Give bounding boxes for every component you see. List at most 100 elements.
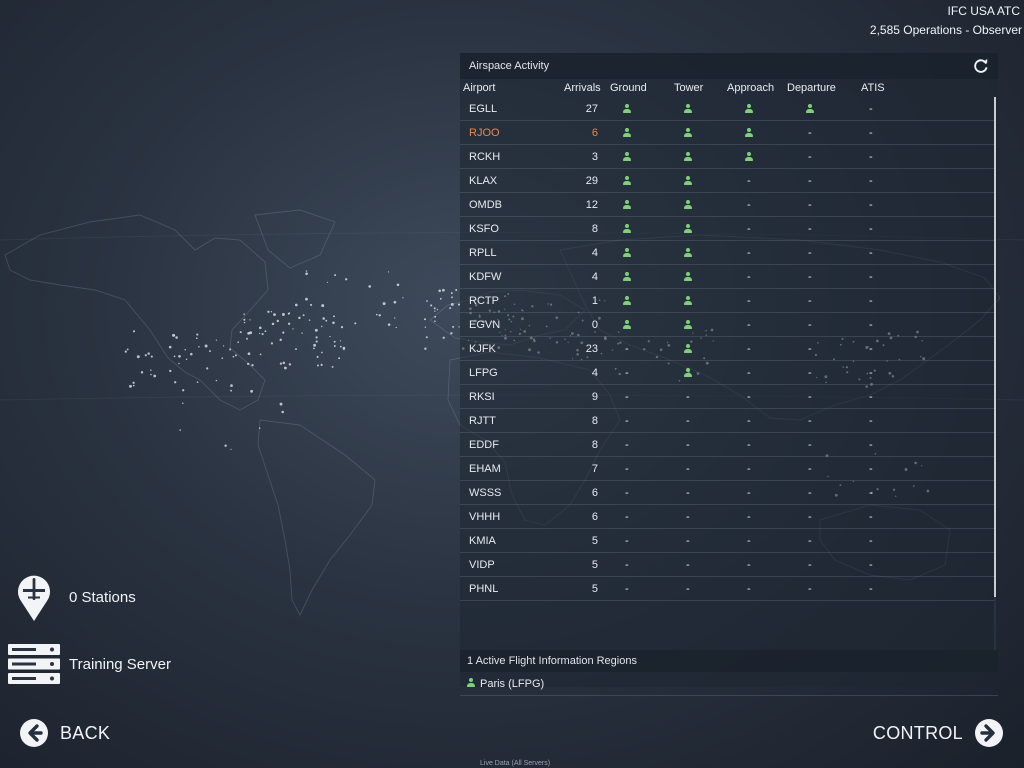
departure-empty: - <box>808 367 812 379</box>
arrivals-count: 6 <box>591 487 598 499</box>
ground-empty: - <box>625 439 629 451</box>
stations-label: 0 Stations <box>69 588 136 606</box>
airport-code: KJFK <box>469 343 496 355</box>
aircraft-dot <box>438 289 441 293</box>
departure-empty: - <box>808 247 812 259</box>
aircraft-dot <box>329 335 331 338</box>
table-row[interactable]: KSFO 8 - - - <box>460 217 994 241</box>
server-label: Training Server <box>69 655 171 673</box>
aircraft-dot <box>305 297 308 301</box>
table-row[interactable]: EGLL 27 - <box>460 97 994 121</box>
aircraft-dot <box>184 349 186 351</box>
table-row[interactable]: EGVN 0 - - - <box>460 313 994 337</box>
airport-code: KDFW <box>469 271 502 283</box>
table-row[interactable]: RPLL 4 - - - <box>460 241 994 265</box>
airport-list[interactable]: EGLL 27- RJOO 6- - RCKH 3- - KLAX 29- - - OMDB 12- - - K… <box>460 97 994 650</box>
table-row[interactable]: KLAX 29 - - - <box>460 169 994 193</box>
tower-controller-icon <box>684 296 692 305</box>
table-row[interactable]: RJOO 6 - - <box>460 121 994 145</box>
control-button[interactable]: CONTROL <box>873 719 1003 747</box>
aircraft-dot <box>132 330 136 333</box>
table-row[interactable]: VIDP 5 - - - - - <box>460 553 994 577</box>
ground-controller-icon <box>623 224 631 233</box>
aircraft-dot <box>182 389 185 392</box>
refresh-icon[interactable] <box>973 58 989 74</box>
aircraft-dot <box>247 362 250 366</box>
aircraft-dot <box>333 315 335 318</box>
back-button[interactable]: BACK <box>20 719 110 747</box>
table-row[interactable]: EDDF 8 - - - - - <box>460 433 994 457</box>
aircraft-dot <box>153 374 157 378</box>
fir-item[interactable]: Paris (LFPG) <box>460 672 998 696</box>
atis-empty: - <box>869 367 873 379</box>
aircraft-dot <box>196 333 199 336</box>
airport-code: RKSI <box>469 391 495 403</box>
aircraft-dot <box>451 296 453 299</box>
table-row[interactable]: KJFK 23 - - - - <box>460 337 994 361</box>
aircraft-dot <box>259 353 262 356</box>
aircraft-dot <box>340 325 344 329</box>
airport-code: WSSS <box>469 487 502 499</box>
approach-empty: - <box>747 367 751 379</box>
table-row[interactable]: VHHH 6 - - - - - <box>460 505 994 529</box>
aircraft-dot <box>251 364 254 367</box>
table-row[interactable]: EHAM 7 - - - - - <box>460 457 994 481</box>
approach-empty: - <box>747 343 751 355</box>
table-row[interactable]: RJTT 8 - - - - - <box>460 409 994 433</box>
operations-count: 2,585 Operations - Observer <box>869 23 1022 37</box>
ground-controller-icon <box>623 272 631 281</box>
scrollbar-thumb[interactable] <box>994 97 996 597</box>
aircraft-dot <box>281 410 284 414</box>
table-row[interactable]: PHNL 5 - - - - - <box>460 577 994 601</box>
aircraft-dot <box>294 303 298 307</box>
aircraft-dot <box>387 323 391 326</box>
continent-north-america <box>4 214 269 411</box>
aircraft-dot <box>179 429 181 431</box>
col-departure: Departure <box>787 82 836 94</box>
server-info[interactable]: Training Server <box>8 643 171 685</box>
fir-item-label: Paris (LFPG) <box>480 678 545 690</box>
airport-code: VHHH <box>469 511 501 523</box>
table-row[interactable]: WSSS 6 - - - - - <box>460 481 994 505</box>
ground-empty: - <box>625 391 629 403</box>
aircraft-dot <box>126 348 129 351</box>
approach-empty: - <box>747 247 751 259</box>
ground-controller-icon <box>623 200 631 209</box>
arrivals-count: 23 <box>585 343 598 355</box>
approach-empty: - <box>747 295 751 307</box>
airport-code: EGVN <box>469 319 501 331</box>
aircraft-dot <box>455 288 458 292</box>
departure-empty: - <box>808 583 812 595</box>
ground-empty: - <box>625 415 629 427</box>
col-tower: Tower <box>674 82 704 94</box>
departure-empty: - <box>808 223 812 235</box>
approach-empty: - <box>747 439 751 451</box>
table-row[interactable]: RCTP 1 - - - <box>460 289 994 313</box>
table-row[interactable]: RKSI 9 - - - - - <box>460 385 994 409</box>
aircraft-dot <box>287 322 291 325</box>
table-row[interactable]: OMDB 12 - - - <box>460 193 994 217</box>
table-row[interactable]: KMIA 5 - - - - - <box>460 529 994 553</box>
aircraft-dot <box>230 389 233 392</box>
tower-empty: - <box>686 439 690 451</box>
atis-empty: - <box>869 295 873 307</box>
tower-empty: - <box>686 463 690 475</box>
aircraft-dot <box>393 300 397 304</box>
airport-code: RJOO <box>469 127 500 139</box>
scrollbar[interactable] <box>994 97 996 650</box>
aircraft-dot <box>270 311 273 313</box>
table-row[interactable]: KDFW 4 - - - <box>460 265 994 289</box>
approach-empty: - <box>747 415 751 427</box>
aircraft-dot <box>298 316 301 320</box>
table-row[interactable]: LFPG 4 - - - - <box>460 361 994 385</box>
aircraft-dot <box>270 342 274 345</box>
aircraft-dot <box>442 336 445 339</box>
atis-empty: - <box>869 175 873 187</box>
atis-empty: - <box>869 439 873 451</box>
approach-empty: - <box>747 271 751 283</box>
aircraft-dot <box>338 357 341 360</box>
aircraft-dot <box>284 366 287 370</box>
aircraft-dot <box>215 339 218 341</box>
aircraft-dot <box>342 346 346 350</box>
table-row[interactable]: RCKH 3 - - <box>460 145 994 169</box>
